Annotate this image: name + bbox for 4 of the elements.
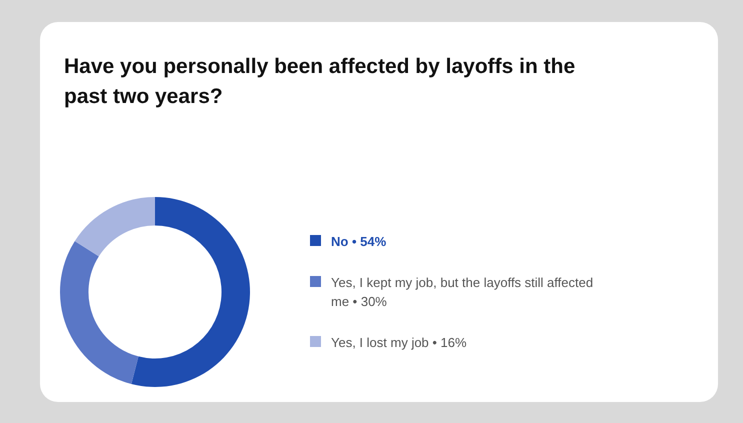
legend-label: Yes, I kept my job, but the layoffs still affected me • 30% xyxy=(331,274,594,311)
legend-label: No • 54% xyxy=(331,233,386,251)
legend-label: Yes, I lost my job • 16% xyxy=(331,334,467,352)
chart-title: Have you personally been affected by layoffs in the past two years? xyxy=(64,54,576,110)
